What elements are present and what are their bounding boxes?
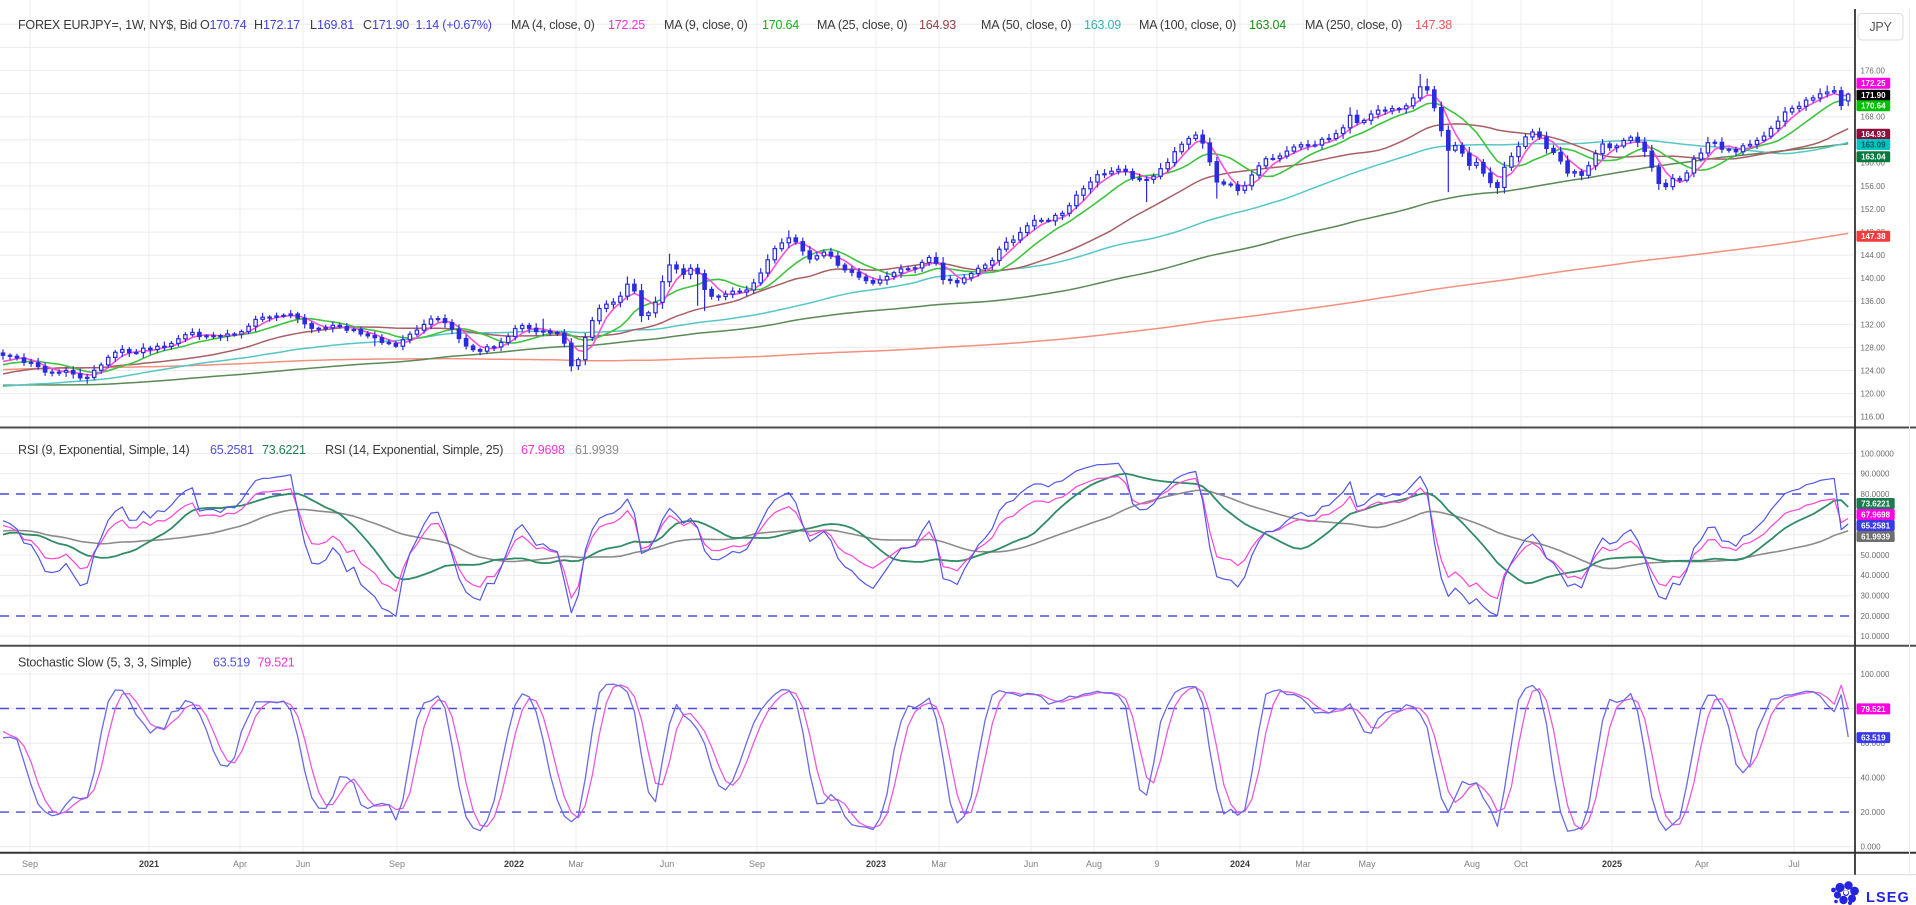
svg-text:MA (4, close, 0): MA (4, close, 0) xyxy=(511,18,595,32)
svg-text:61.9939: 61.9939 xyxy=(1861,532,1890,541)
svg-text:40.000: 40.000 xyxy=(1861,774,1886,783)
svg-text:Aug: Aug xyxy=(1464,859,1480,869)
svg-text:H: H xyxy=(254,18,263,32)
svg-text:1.14 (+0.67%): 1.14 (+0.67%) xyxy=(416,18,492,32)
svg-text:Aug: Aug xyxy=(1086,859,1102,869)
svg-text:60.000: 60.000 xyxy=(1861,739,1886,748)
svg-text:100.0000: 100.0000 xyxy=(1861,449,1895,458)
svg-text:172.25: 172.25 xyxy=(1861,79,1886,88)
svg-text:61.9939: 61.9939 xyxy=(575,443,619,457)
svg-text:171.90: 171.90 xyxy=(1861,91,1886,100)
svg-text:132.00: 132.00 xyxy=(1861,320,1886,329)
svg-text:RSI (14, Exponential, Simple,: RSI (14, Exponential, Simple, 25) xyxy=(325,443,503,457)
svg-text:163.04: 163.04 xyxy=(1861,153,1886,162)
svg-text:RSI (9, Exponential, Simple, 1: RSI (9, Exponential, Simple, 14) xyxy=(18,443,190,457)
svg-text:100.000: 100.000 xyxy=(1861,670,1890,679)
svg-text:128.00: 128.00 xyxy=(1861,343,1886,352)
svg-text:Mar: Mar xyxy=(568,859,584,869)
svg-text:20.0000: 20.0000 xyxy=(1861,612,1890,621)
svg-text:C: C xyxy=(363,18,372,32)
svg-text:2022: 2022 xyxy=(504,859,524,869)
svg-text:Jul: Jul xyxy=(1788,859,1800,869)
svg-text:Oct: Oct xyxy=(1514,859,1529,869)
svg-text:JPY: JPY xyxy=(1869,20,1892,34)
svg-text:172.17: 172.17 xyxy=(263,18,300,32)
svg-text:O: O xyxy=(200,18,210,32)
svg-text:Apr: Apr xyxy=(1695,859,1709,869)
svg-text:170.64: 170.64 xyxy=(762,18,799,32)
svg-text:67.9698: 67.9698 xyxy=(1861,510,1890,519)
svg-text:Sep: Sep xyxy=(389,859,405,869)
svg-text:176.00: 176.00 xyxy=(1861,66,1886,75)
svg-text:163.09: 163.09 xyxy=(1084,18,1121,32)
svg-text:152.00: 152.00 xyxy=(1861,205,1886,214)
svg-text:170.64: 170.64 xyxy=(1861,102,1886,111)
svg-text:73.6221: 73.6221 xyxy=(262,443,306,457)
svg-text:MA (25, close, 0): MA (25, close, 0) xyxy=(817,18,907,32)
svg-text:Jun: Jun xyxy=(296,859,311,869)
svg-text:140.00: 140.00 xyxy=(1861,274,1886,283)
svg-text:30.0000: 30.0000 xyxy=(1861,592,1890,601)
svg-text:L: L xyxy=(310,18,317,32)
svg-text:2025: 2025 xyxy=(1602,859,1622,869)
svg-text:20.000: 20.000 xyxy=(1861,808,1886,817)
svg-text:116.00: 116.00 xyxy=(1861,413,1885,422)
svg-text:MA (100, close, 0): MA (100, close, 0) xyxy=(1139,18,1236,32)
svg-text:160.00: 160.00 xyxy=(1861,159,1886,168)
svg-text:0.000: 0.000 xyxy=(1861,843,1882,852)
svg-text:136.00: 136.00 xyxy=(1861,297,1886,306)
svg-text:163.09: 163.09 xyxy=(1861,140,1886,149)
svg-text:73.6221: 73.6221 xyxy=(1861,499,1890,508)
svg-text:79.521: 79.521 xyxy=(258,656,295,670)
svg-text:120.00: 120.00 xyxy=(1861,390,1886,399)
svg-text:MA (9, close, 0): MA (9, close, 0) xyxy=(664,18,748,32)
svg-text:164.93: 164.93 xyxy=(1861,130,1886,139)
svg-text:LSEG: LSEG xyxy=(1866,890,1910,905)
svg-text:80.0000: 80.0000 xyxy=(1861,490,1890,499)
svg-text:63.519: 63.519 xyxy=(213,656,250,670)
svg-text:Stochastic Slow (5, 3, 3, Simp: Stochastic Slow (5, 3, 3, Simple) xyxy=(18,656,191,670)
svg-text:50.0000: 50.0000 xyxy=(1861,551,1890,560)
svg-text:40.0000: 40.0000 xyxy=(1861,571,1890,580)
svg-text:FOREX EURJPY=, 1W, NY$, Bid: FOREX EURJPY=, 1W, NY$, Bid xyxy=(18,18,197,32)
svg-text:124.00: 124.00 xyxy=(1861,366,1886,375)
svg-text:2024: 2024 xyxy=(1230,859,1250,869)
svg-text:10.0000: 10.0000 xyxy=(1861,632,1890,641)
svg-text:9: 9 xyxy=(1154,859,1159,869)
svg-text:2023: 2023 xyxy=(866,859,886,869)
svg-text:170.74: 170.74 xyxy=(210,18,247,32)
svg-text:147.38: 147.38 xyxy=(1861,232,1886,241)
svg-text:67.9698: 67.9698 xyxy=(521,443,565,457)
svg-text:Jun: Jun xyxy=(1024,859,1039,869)
svg-text:Mar: Mar xyxy=(1295,859,1311,869)
svg-text:Jun: Jun xyxy=(660,859,675,869)
svg-text:147.38: 147.38 xyxy=(1415,18,1452,32)
svg-text:2021: 2021 xyxy=(139,859,159,869)
svg-text:Mar: Mar xyxy=(931,859,947,869)
svg-text:79.521: 79.521 xyxy=(1861,705,1886,714)
svg-text:90.0000: 90.0000 xyxy=(1861,470,1890,479)
svg-text:65.2581: 65.2581 xyxy=(210,443,254,457)
svg-text:156.00: 156.00 xyxy=(1861,182,1886,191)
svg-text:168.00: 168.00 xyxy=(1861,113,1886,122)
svg-text:MA (250, close, 0): MA (250, close, 0) xyxy=(1305,18,1402,32)
svg-text:Sep: Sep xyxy=(22,859,38,869)
svg-text:May: May xyxy=(1358,859,1376,869)
svg-text:164.93: 164.93 xyxy=(919,18,956,32)
svg-text:169.81: 169.81 xyxy=(317,18,354,32)
svg-text:63.519: 63.519 xyxy=(1861,734,1886,743)
svg-text:172.25: 172.25 xyxy=(608,18,645,32)
svg-text:163.04: 163.04 xyxy=(1249,18,1286,32)
svg-text:65.2581: 65.2581 xyxy=(1861,521,1890,530)
svg-text:Sep: Sep xyxy=(749,859,765,869)
svg-text:MA (50, close, 0): MA (50, close, 0) xyxy=(981,18,1071,32)
svg-text:171.90: 171.90 xyxy=(372,18,409,32)
svg-text:Apr: Apr xyxy=(233,859,247,869)
svg-text:144.00: 144.00 xyxy=(1861,251,1886,260)
